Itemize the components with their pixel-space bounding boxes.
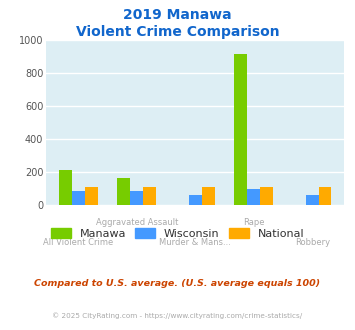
- Bar: [260, 187, 273, 205]
- Bar: [59, 170, 72, 205]
- Text: © 2025 CityRating.com - https://www.cityrating.com/crime-statistics/: © 2025 CityRating.com - https://www.city…: [53, 312, 302, 318]
- Bar: [306, 195, 319, 205]
- Text: Robbery: Robbery: [295, 238, 330, 247]
- Bar: [118, 178, 130, 205]
- Bar: [189, 195, 202, 205]
- Bar: [85, 187, 98, 205]
- Bar: [234, 53, 247, 205]
- Text: 2019 Manawa: 2019 Manawa: [123, 8, 232, 22]
- Bar: [130, 190, 143, 205]
- Bar: [247, 189, 260, 205]
- Bar: [72, 190, 85, 205]
- Bar: [319, 187, 332, 205]
- Text: Aggravated Assault: Aggravated Assault: [95, 218, 178, 227]
- Text: Compared to U.S. average. (U.S. average equals 100): Compared to U.S. average. (U.S. average …: [34, 279, 321, 288]
- Bar: [202, 187, 214, 205]
- Legend: Manawa, Wisconsin, National: Manawa, Wisconsin, National: [47, 224, 308, 244]
- Text: Rape: Rape: [243, 218, 264, 227]
- Bar: [143, 187, 156, 205]
- Text: All Violent Crime: All Violent Crime: [43, 238, 114, 247]
- Text: Violent Crime Comparison: Violent Crime Comparison: [76, 25, 279, 39]
- Text: Murder & Mans...: Murder & Mans...: [159, 238, 231, 247]
